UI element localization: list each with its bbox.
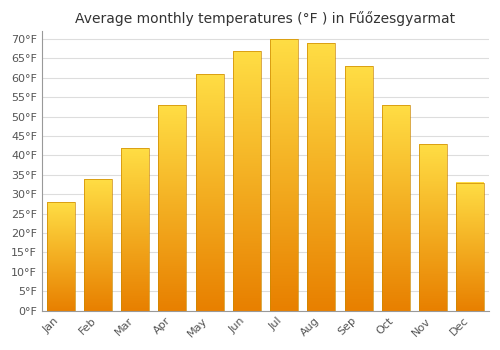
Bar [308,43,336,310]
Bar [419,144,447,310]
Bar [196,74,224,310]
Bar [158,105,186,310]
Bar [121,148,149,310]
Bar [382,105,409,310]
Bar [233,51,261,310]
Bar [456,183,484,310]
Bar [270,39,298,310]
Title: Average monthly temperatures (°F ) in Fűőzesgyarmat: Average monthly temperatures (°F ) in Fű… [76,11,456,26]
Bar [46,202,74,310]
Bar [84,179,112,310]
Bar [344,66,372,310]
